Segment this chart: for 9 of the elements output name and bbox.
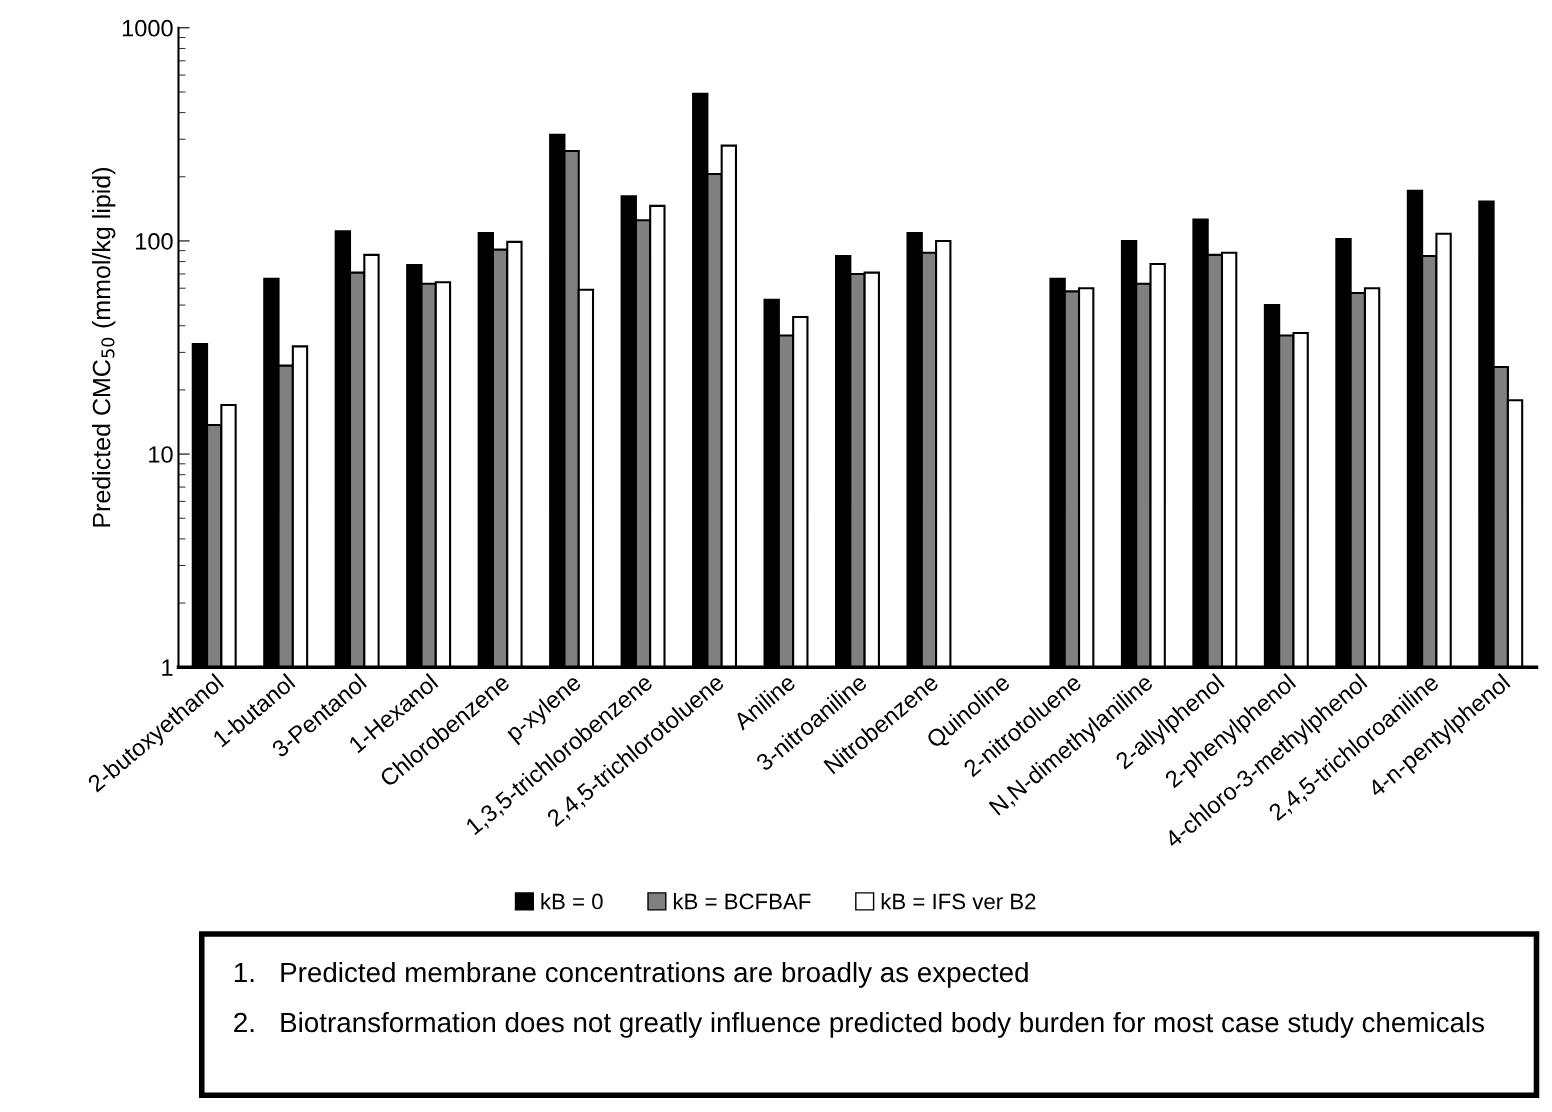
y-tick-label: 1000 <box>122 19 173 37</box>
text: 2. Biotransformation does not greatly influence predicted body burden for most case study chemicals <box>234 1011 1485 1038</box>
y-tick-label: 100 <box>136 233 173 250</box>
legend-label: kB = 0 <box>541 893 603 910</box>
legend-label: kB = IFS ver B2 <box>881 893 1036 910</box>
text: 1. Predicted membrane concentrations are broadly as expected <box>234 961 1028 988</box>
y-tick-label: 10 <box>149 446 173 463</box>
legend-label: kB = BCFBAF <box>673 893 811 910</box>
y-axis-title: Predicted CMC$_{50}$ (mmol/kg lipid) <box>92 168 116 527</box>
